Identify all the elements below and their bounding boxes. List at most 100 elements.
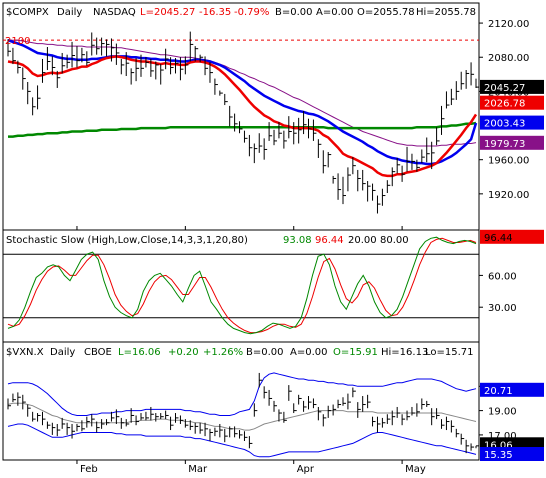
price-bar	[386, 180, 391, 193]
price-bar	[303, 111, 307, 135]
price-bar	[229, 105, 233, 127]
vxn-bar	[204, 422, 209, 437]
vxn-bar	[224, 428, 228, 443]
price-badge-bg	[480, 95, 544, 110]
price-badge-text: 2045.27	[484, 83, 525, 94]
price-bar	[263, 138, 268, 160]
vxn-pct: +1.26%	[203, 347, 243, 358]
price-bar	[209, 62, 213, 83]
price-bar	[342, 176, 346, 205]
month-label: Feb	[80, 464, 98, 475]
stoch-upper-level: 80.00	[380, 235, 409, 246]
vxn-bar	[120, 417, 125, 429]
price-bar	[308, 118, 312, 139]
price-badge: 1979.73	[480, 135, 544, 150]
vxn-bar	[214, 427, 218, 437]
price-bar	[160, 64, 164, 85]
stochastic-panel: Stochastic Slow (High,Low,Close,14,3,3,1…	[2, 229, 544, 343]
stoch-lower-level: 20.00	[348, 235, 377, 246]
vxn-bar	[288, 385, 292, 401]
price-bar	[445, 91, 450, 109]
vxn-bar	[352, 387, 356, 398]
price-bar	[465, 70, 470, 89]
vxn-bar	[342, 397, 346, 406]
vxn-bar	[268, 389, 273, 406]
price-bar	[352, 157, 356, 175]
price-bar	[239, 121, 243, 134]
vxn-bar	[219, 423, 223, 438]
vxn-last: L=16.06	[118, 347, 161, 358]
vxn-bar	[41, 411, 46, 426]
price-badge-bg	[480, 135, 544, 150]
price-bar	[130, 68, 135, 85]
price-bar	[312, 119, 317, 141]
price-badge: 2026.78	[480, 95, 544, 110]
vxn-bar	[101, 419, 105, 429]
stoch-badge-bg	[480, 229, 544, 244]
price-symbol: $COMPX	[6, 7, 49, 18]
vxn-header: $VXN.X Daily CBOE L=16.06 +0.20 +1.26% B…	[6, 347, 474, 358]
price-bar	[170, 57, 174, 75]
vxn-bar	[441, 419, 445, 429]
vxn-bar	[293, 403, 297, 414]
vxn-bar	[7, 398, 11, 410]
price-bar	[125, 52, 130, 77]
price-bar	[431, 141, 435, 170]
vxn-bar	[470, 443, 475, 451]
price-bar	[327, 152, 332, 168]
vxn-bar	[150, 406, 154, 421]
price-badge: 2045.27	[480, 79, 544, 94]
price-bar	[150, 58, 154, 77]
vxn-bar	[376, 416, 381, 433]
vxn-bar	[278, 409, 282, 422]
price-bar	[273, 129, 278, 146]
price-bar	[376, 195, 381, 214]
price-bar	[337, 173, 342, 200]
price-panel: $COMPX Daily NASDAQ L=2045.27 -16.35 -0.…	[2, 2, 544, 231]
vxn-badge: 20.71	[480, 382, 544, 397]
month-label: May	[405, 464, 426, 475]
price-bar	[179, 57, 184, 81]
stoch-tick-label: 60.00	[488, 271, 517, 282]
vxn-bar	[337, 399, 342, 409]
vxn-bar	[253, 403, 258, 417]
price-bar	[27, 81, 31, 105]
price-bar	[460, 71, 465, 90]
price-bar	[110, 38, 115, 62]
vxn-bar	[86, 416, 90, 428]
price-bar	[426, 137, 430, 163]
vxn-bar	[229, 426, 233, 438]
vxn-hi: Hi=16.13	[381, 347, 428, 358]
vxn-bar	[76, 423, 80, 432]
vxn-bar	[56, 423, 61, 437]
vxn-bar	[450, 420, 455, 433]
price-bar	[234, 113, 238, 132]
vxn-bar	[396, 406, 401, 418]
vxn-bar	[248, 436, 253, 449]
price-bar	[194, 46, 199, 62]
price-bar	[184, 56, 189, 75]
price-bar	[441, 105, 445, 135]
vxn-bar	[273, 400, 278, 412]
vxn-bar	[465, 439, 470, 454]
stoch-badge-text: 96.44	[484, 233, 513, 244]
price-bar	[243, 130, 248, 143]
price-a: A=0.00	[316, 7, 354, 18]
price-bar	[37, 85, 41, 110]
vxn-bar	[106, 419, 110, 426]
vxn-bar	[263, 386, 268, 399]
time-axis: Feb Mar Apr May	[76, 226, 426, 475]
vxn-panel: $VXN.X Daily CBOE L=16.06 +0.20 +1.26% B…	[2, 341, 544, 461]
price-bar	[46, 46, 51, 71]
vxn-bar	[130, 408, 135, 423]
vxn-tick-label: 19.00	[488, 407, 517, 418]
stoch-d-line	[7, 237, 477, 334]
vxn-a: A=0.00	[290, 347, 328, 358]
price-bar	[248, 134, 253, 157]
price-bar	[199, 54, 204, 63]
vxn-bar	[179, 415, 184, 424]
price-bar	[135, 58, 140, 82]
vxn-bars	[7, 372, 479, 454]
vxn-bar	[199, 422, 204, 434]
